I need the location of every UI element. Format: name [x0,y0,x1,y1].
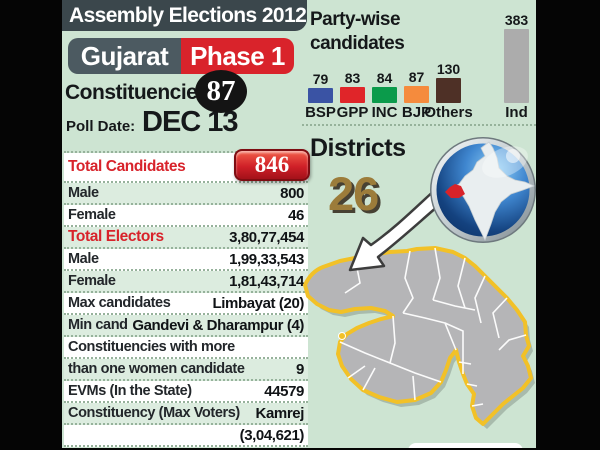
state-phase-banner: Gujarat Phase 1 [68,38,294,74]
bar-value: 130 [436,61,461,77]
poll-date-label: Poll Date: [66,118,136,135]
table-row: Male 1,99,33,543 [64,249,308,271]
infographic-canvas: Assembly Elections 2012 Gujarat Phase 1 … [62,0,536,448]
state-label: Gujarat [68,38,181,74]
table-value: 1,99,33,543 [229,250,304,268]
table-label: Male [68,251,99,267]
district-borders [339,247,527,407]
phase-label: Phase 1 [181,38,294,74]
table-row: Male 800 [64,183,308,205]
table-value: Kamrej [255,404,305,422]
table-value: 46 [288,206,304,224]
bar-label: BSP [305,104,336,121]
bar-value: 83 [344,70,361,86]
bar-value: 87 [408,69,425,85]
table-label: Constituencies with more [68,339,235,355]
table-value: Limbayat (20) [212,294,305,312]
table-row: Min cand Gandevi & Dharampur (4) [64,315,308,337]
bar-value: 79 [312,71,329,87]
table-row: Constituency (Max Voters) Kamrej [64,403,308,425]
table-label: Max candidates [68,295,171,311]
table-row: than one women candidate 9 [64,359,308,381]
table-label: Female [68,273,116,289]
bar-column-others: 130 Others [424,61,472,121]
bar-label: Others [424,104,473,121]
table-label: EVMs (In the State) [68,383,192,399]
bar-label: Ind [505,104,528,121]
table-row: Female 1,81,43,714 [64,271,308,293]
table-label: Female [68,207,116,223]
bar: 383 [504,12,529,103]
bar: 87 [404,69,429,103]
table-row: Total Candidates 846 [64,149,310,183]
constituencies-label: Constituencies [65,81,209,104]
bar-column-bjp: 87 BJP [402,69,431,121]
table-label: Total Candidates [68,158,186,175]
chart-divider [302,124,536,126]
table-row: Female 46 [64,205,308,227]
page-title: Assembly Elections 2012 [62,0,307,31]
bar: 84 [372,70,397,103]
gujarat-highlight [445,184,465,198]
india-globe-icon [430,137,536,243]
gujarat-district-map [303,246,535,429]
bar-column-inc: 84 INC [372,70,398,121]
total-candidates-badge: 846 [234,149,310,181]
table-row: Total Electors 3,80,77,454 [64,227,308,249]
table-label: Constituency (Max Voters) [68,405,240,421]
bar-column-gpp: 83 GPP [337,70,369,121]
table-value: (3,04,621) [239,426,305,444]
table-value: 9 [296,360,304,378]
bar-label: INC [371,104,398,121]
table-row: (3,04,621) [64,425,308,447]
table-row: Max candidates Limbayat (20) [64,293,308,315]
chart-title: Party-wise candidates [310,9,405,54]
bar: 130 [436,61,461,103]
bar-value: 383 [504,12,529,28]
table-label: Min cand [68,317,128,333]
constituencies-count-badge: 87 [195,70,247,113]
districts-count: 26 [328,167,379,220]
bar-column-ind: 383 Ind [504,12,529,121]
table-label: Total Electors [68,228,164,245]
table-row: Constituencies with more [64,337,308,359]
bar-value: 84 [376,70,393,86]
footer-box [408,443,523,448]
table-row: EVMs (In the State) 44579 [64,381,308,403]
stats-table: Total Candidates 846 Male 800 Female 46 Total … [64,149,310,447]
table-value: Gandevi & Dharampur (4) [132,316,304,334]
table-value: 800 [280,184,304,202]
bar-column-bsp: 79 BSP [305,71,336,121]
bar: 79 [308,71,333,103]
bar-chart: 79 BSP 83 GPP 84 INC 87 BJP 130 Others 383 Ind [62,0,536,122]
table-label: than one women candidate [68,361,245,377]
table-value: 44579 [264,382,304,400]
bar-label: GPP [336,104,369,121]
districts-label: Districts [310,134,406,162]
table-value: 1,81,43,714 [229,272,304,290]
table-value: 3,80,77,454 [229,228,304,246]
map-dot [338,332,346,340]
bar: 83 [340,70,365,103]
table-label: Male [68,185,99,201]
bar-label: BJP [401,104,432,121]
